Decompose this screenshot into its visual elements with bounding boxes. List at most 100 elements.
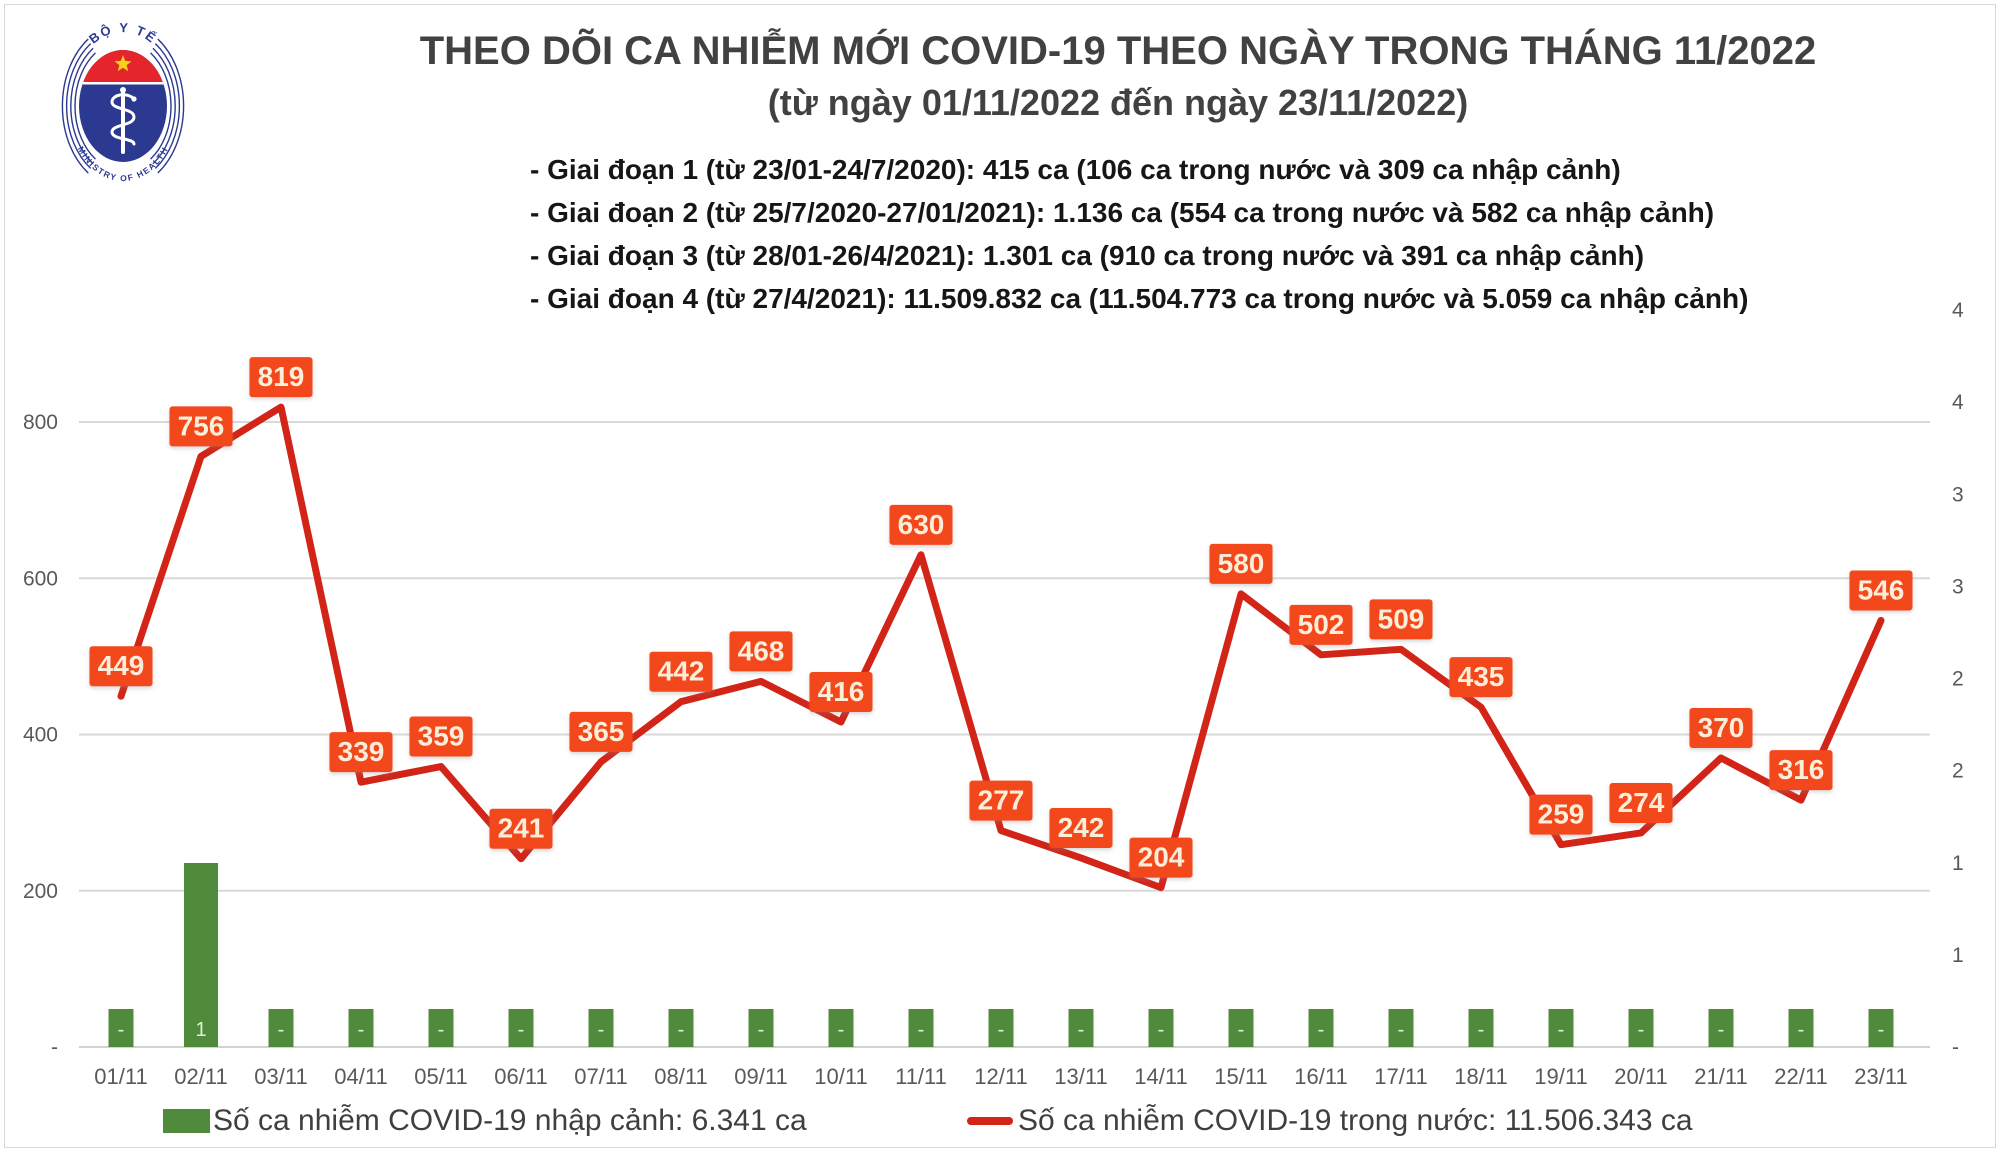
right-axis-tick: 1 xyxy=(1952,852,1964,875)
data-label-value: 277 xyxy=(978,785,1025,816)
data-label-value: 204 xyxy=(1138,842,1185,873)
x-axis-date-label: 16/11 xyxy=(1294,1064,1347,1089)
x-axis-date-label: 21/11 xyxy=(1694,1064,1747,1089)
imported-cases-bar xyxy=(1708,1009,1734,1047)
bar-value-label: - xyxy=(1238,1019,1245,1041)
data-label-boxes: 449 756 819 339 359 241 365 442 468 416 630 277 242 2… xyxy=(89,357,1913,878)
imported-cases-bar xyxy=(1068,1009,1094,1047)
bar-value-label: - xyxy=(518,1019,525,1041)
data-label-box xyxy=(649,651,713,692)
logo-emblem xyxy=(79,50,167,162)
x-axis-date-label: 20/11 xyxy=(1614,1064,1667,1089)
rod-of-asclepius-icon xyxy=(110,87,137,154)
bar-value-label: 1 xyxy=(195,1019,206,1041)
imported-cases-bar xyxy=(108,1009,134,1047)
data-label-value: 316 xyxy=(1778,754,1825,785)
logo-ring-arc xyxy=(152,47,176,165)
left-axis-tick: 400 xyxy=(23,724,58,747)
data-label-value: 274 xyxy=(1618,787,1665,818)
x-axis-date-label: 17/11 xyxy=(1374,1064,1427,1089)
data-label-box xyxy=(409,716,473,757)
imported-cases-bar xyxy=(908,1009,934,1047)
data-label-value: 416 xyxy=(818,676,865,707)
imported-cases-bar xyxy=(828,1009,854,1047)
imported-cases-bar xyxy=(1868,1009,1894,1047)
phase-summary-list: - Giai đoạn 1 (từ 23/01-24/7/2020): 415 … xyxy=(530,148,1748,320)
data-label-box xyxy=(1049,807,1113,848)
data-label-box xyxy=(249,357,313,398)
data-label-value: 580 xyxy=(1218,548,1265,579)
bar-value-label: - xyxy=(1798,1019,1805,1041)
domestic-cases-line xyxy=(117,403,1885,892)
left-axis-tick: 800 xyxy=(23,411,58,434)
data-label-value: 442 xyxy=(658,656,705,687)
logo-star xyxy=(114,55,132,72)
phase-4-line: - Giai đoạn 4 (từ 27/4/2021): 11.509.832… xyxy=(530,283,1749,314)
header: THEO DÕI CA NHIỄM MỚI COVID-19 THEO NGÀY… xyxy=(236,26,2000,126)
legend-imported-label: Số ca nhiễm COVID-19 nhập cảnh: 6.341 ca xyxy=(213,1104,807,1137)
x-axis-date-label: 19/11 xyxy=(1534,1064,1587,1089)
legend-bar-swatch-icon xyxy=(163,1109,210,1133)
domestic-cases-line-series xyxy=(117,403,1885,892)
axis-tick-labels: - 200 400 600 800 - 1 1 2 2 3 3 4 4 01/11 02/11 03/11 04/… xyxy=(23,299,1964,1089)
imported-cases-bar xyxy=(1148,1009,1174,1047)
bar-value-label: - xyxy=(678,1019,685,1041)
data-label-box xyxy=(1209,543,1273,584)
imported-cases-bar xyxy=(508,1009,534,1047)
bar-value-label: - xyxy=(1878,1019,1885,1041)
data-label-value: 468 xyxy=(738,635,785,666)
data-label-value: 756 xyxy=(178,410,225,441)
imported-cases-bar xyxy=(1388,1009,1414,1047)
bar-value-label: - xyxy=(358,1019,365,1041)
data-label-box xyxy=(569,711,633,752)
data-label-value: 509 xyxy=(1378,603,1425,634)
data-label-value: 546 xyxy=(1858,574,1905,605)
data-label-box xyxy=(1449,657,1513,698)
bar-value-label: - xyxy=(918,1019,925,1041)
x-axis-date-label: 05/11 xyxy=(414,1064,467,1089)
data-label-box xyxy=(729,631,793,672)
data-label-box xyxy=(1529,794,1593,835)
right-axis-tick: 4 xyxy=(1952,391,1964,414)
data-label-box xyxy=(1849,570,1913,611)
phase-2-line: - Giai đoạn 2 (từ 25/7/2020-27/01/2021):… xyxy=(530,197,1715,228)
data-label-value: 449 xyxy=(98,650,145,681)
data-label-box xyxy=(89,646,153,687)
data-label-value: 630 xyxy=(898,509,945,540)
imported-cases-bar xyxy=(588,1009,614,1047)
imported-cases-bar xyxy=(748,1009,774,1047)
imported-cases-bar xyxy=(988,1009,1014,1047)
imported-cases-bar xyxy=(1308,1009,1334,1047)
data-label-value: 242 xyxy=(1058,812,1105,843)
data-label-value: 365 xyxy=(578,716,625,747)
imported-cases-bar-series: - 1 - - - - - - - - - - - - - - - - - - - - - xyxy=(108,863,1894,1047)
data-label-box xyxy=(329,732,393,773)
bar-value-label: - xyxy=(1718,1019,1725,1041)
logo-ring-arc xyxy=(150,52,172,160)
right-axis-tick: 3 xyxy=(1952,575,1964,598)
data-label-value: 502 xyxy=(1298,609,1345,640)
bar-value-label: - xyxy=(758,1019,765,1041)
x-axis-date-label: 14/11 xyxy=(1134,1064,1187,1089)
legend-line-swatch-icon xyxy=(967,1117,1013,1125)
page-subtitle: (từ ngày 01/11/2022 đến ngày 23/11/2022) xyxy=(767,82,1469,123)
data-label-value: 370 xyxy=(1698,712,1745,743)
x-axis-date-label: 18/11 xyxy=(1454,1064,1507,1089)
imported-cases-bar xyxy=(1548,1009,1574,1047)
data-label-value: 819 xyxy=(258,361,305,392)
right-axis-tick: 2 xyxy=(1952,668,1964,691)
bar-value-label: - xyxy=(1158,1019,1165,1041)
ministry-of-health-logo: BỘ Y TẾ MINISTRY OF HEALTH xyxy=(61,20,185,183)
data-label-box xyxy=(169,406,233,447)
legend-domestic-label: Số ca nhiễm COVID-19 trong nước: 11.506.… xyxy=(1018,1104,1693,1137)
logo-ring-arc xyxy=(74,52,96,160)
right-axis-tick: 3 xyxy=(1952,483,1964,506)
x-axis-date-label: 02/11 xyxy=(174,1064,227,1089)
x-axis-date-label: 15/11 xyxy=(1214,1064,1267,1089)
bar-value-label: - xyxy=(438,1019,445,1041)
bar-value-label: - xyxy=(1478,1019,1485,1041)
x-axis-date-label: 04/11 xyxy=(334,1064,387,1089)
right-axis-tick: 4 xyxy=(1952,299,1964,322)
x-axis-date-label: 11/11 xyxy=(895,1064,947,1089)
